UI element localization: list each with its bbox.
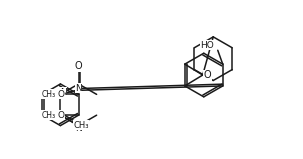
Text: HO: HO — [200, 41, 214, 50]
Text: N: N — [60, 88, 67, 97]
Text: O: O — [57, 90, 64, 99]
Text: CH₃: CH₃ — [74, 121, 89, 130]
Text: O: O — [57, 111, 64, 120]
Text: O: O — [204, 70, 211, 80]
Text: N: N — [75, 84, 82, 93]
Text: O: O — [75, 61, 82, 71]
Text: CH₃: CH₃ — [42, 90, 56, 99]
Text: CH₃: CH₃ — [42, 111, 56, 120]
Text: N: N — [75, 124, 82, 133]
